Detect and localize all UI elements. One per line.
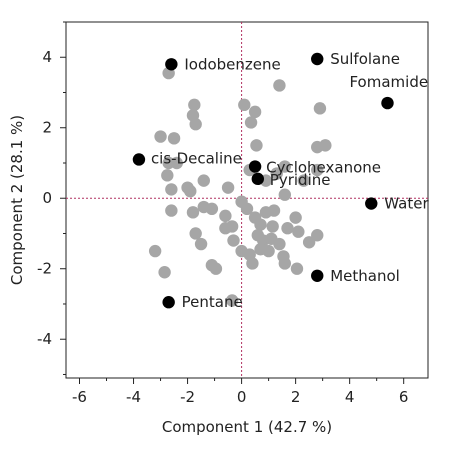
background-point [167,132,181,145]
point-label: cis-Decaline [151,149,242,167]
background-point [188,98,201,112]
background-point [281,221,294,235]
background-point [165,183,178,196]
background-point [290,262,304,275]
background-point [267,204,281,217]
background-point [225,294,239,307]
highlighted-point [381,96,394,110]
background-point [165,204,178,217]
background-point [170,156,183,170]
background-point [221,181,235,194]
background-point [227,234,240,247]
background-point [302,236,316,249]
background-point [154,130,167,143]
point-label: Pyridine [270,171,331,189]
x-axis-title: Component 1 (42.7 %) [162,418,332,436]
background-point [209,262,223,275]
highlighted-point [365,197,378,210]
background-point [197,174,210,187]
background-point [238,98,251,112]
y-tick-label: 2 [42,119,52,137]
x-tick-label: -6 [72,388,87,406]
background-points [148,66,332,307]
background-point [186,206,200,219]
background-point [244,116,258,129]
background-point [254,218,267,231]
background-point [292,225,305,238]
background-point [246,257,259,270]
background-point [297,174,310,187]
x-tick-label: 0 [237,388,247,406]
point-labels: Iodobenzene Sulfolane Fomamide cis-Decaline… [151,50,430,311]
background-point [189,227,202,240]
y-tick-label: -2 [37,260,52,278]
background-point [250,139,263,152]
point-label: Sulfolane [330,50,400,68]
background-point [273,237,286,251]
background-point [278,188,292,201]
highlighted-point [251,172,265,186]
background-point [184,184,197,198]
point-label: Cyclohexanone [266,159,381,177]
highlighted-point [162,296,175,309]
x-tick-label: 2 [291,388,301,406]
highlighted-point [165,58,178,71]
y-axis: -4 -2 0 2 4 [37,21,66,375]
background-point [225,220,239,233]
point-label: Water [384,195,429,213]
background-point [262,244,275,258]
y-tick-label: -4 [37,330,52,348]
x-axis: -6 -4 -2 0 2 4 6 [72,378,408,406]
background-point [311,229,324,242]
background-point [240,202,254,216]
background-point [148,244,162,258]
highlighted-points [132,52,394,309]
point-label: Fomamide [349,73,428,91]
background-point [161,169,174,182]
x-tick-label: -2 [180,388,195,406]
background-point [270,167,283,180]
background-point [319,139,332,152]
background-point [278,160,292,173]
x-tick-label: 6 [399,388,409,406]
background-point [248,105,262,119]
point-label: Methanol [330,267,400,285]
highlighted-point [311,269,324,282]
highlighted-point [311,52,324,66]
background-point [266,220,279,233]
background-point [189,118,202,131]
point-label: Pentane [182,293,243,311]
background-point [194,237,208,251]
background-point [158,266,171,279]
y-tick-label: 0 [42,189,52,207]
background-point [289,211,302,224]
x-tick-label: 4 [345,388,355,406]
point-label: Iodobenzene [184,55,280,73]
background-point [205,202,219,216]
background-point [219,209,232,223]
highlighted-point [132,153,146,166]
background-point [311,163,324,177]
y-axis-title: Component 2 (28.1 %) [8,115,26,285]
background-point [273,79,286,92]
highlighted-point [248,160,262,173]
background-point [313,102,327,115]
y-tick-label: 4 [42,48,52,66]
background-point [278,257,292,270]
x-tick-label: -4 [126,388,141,406]
